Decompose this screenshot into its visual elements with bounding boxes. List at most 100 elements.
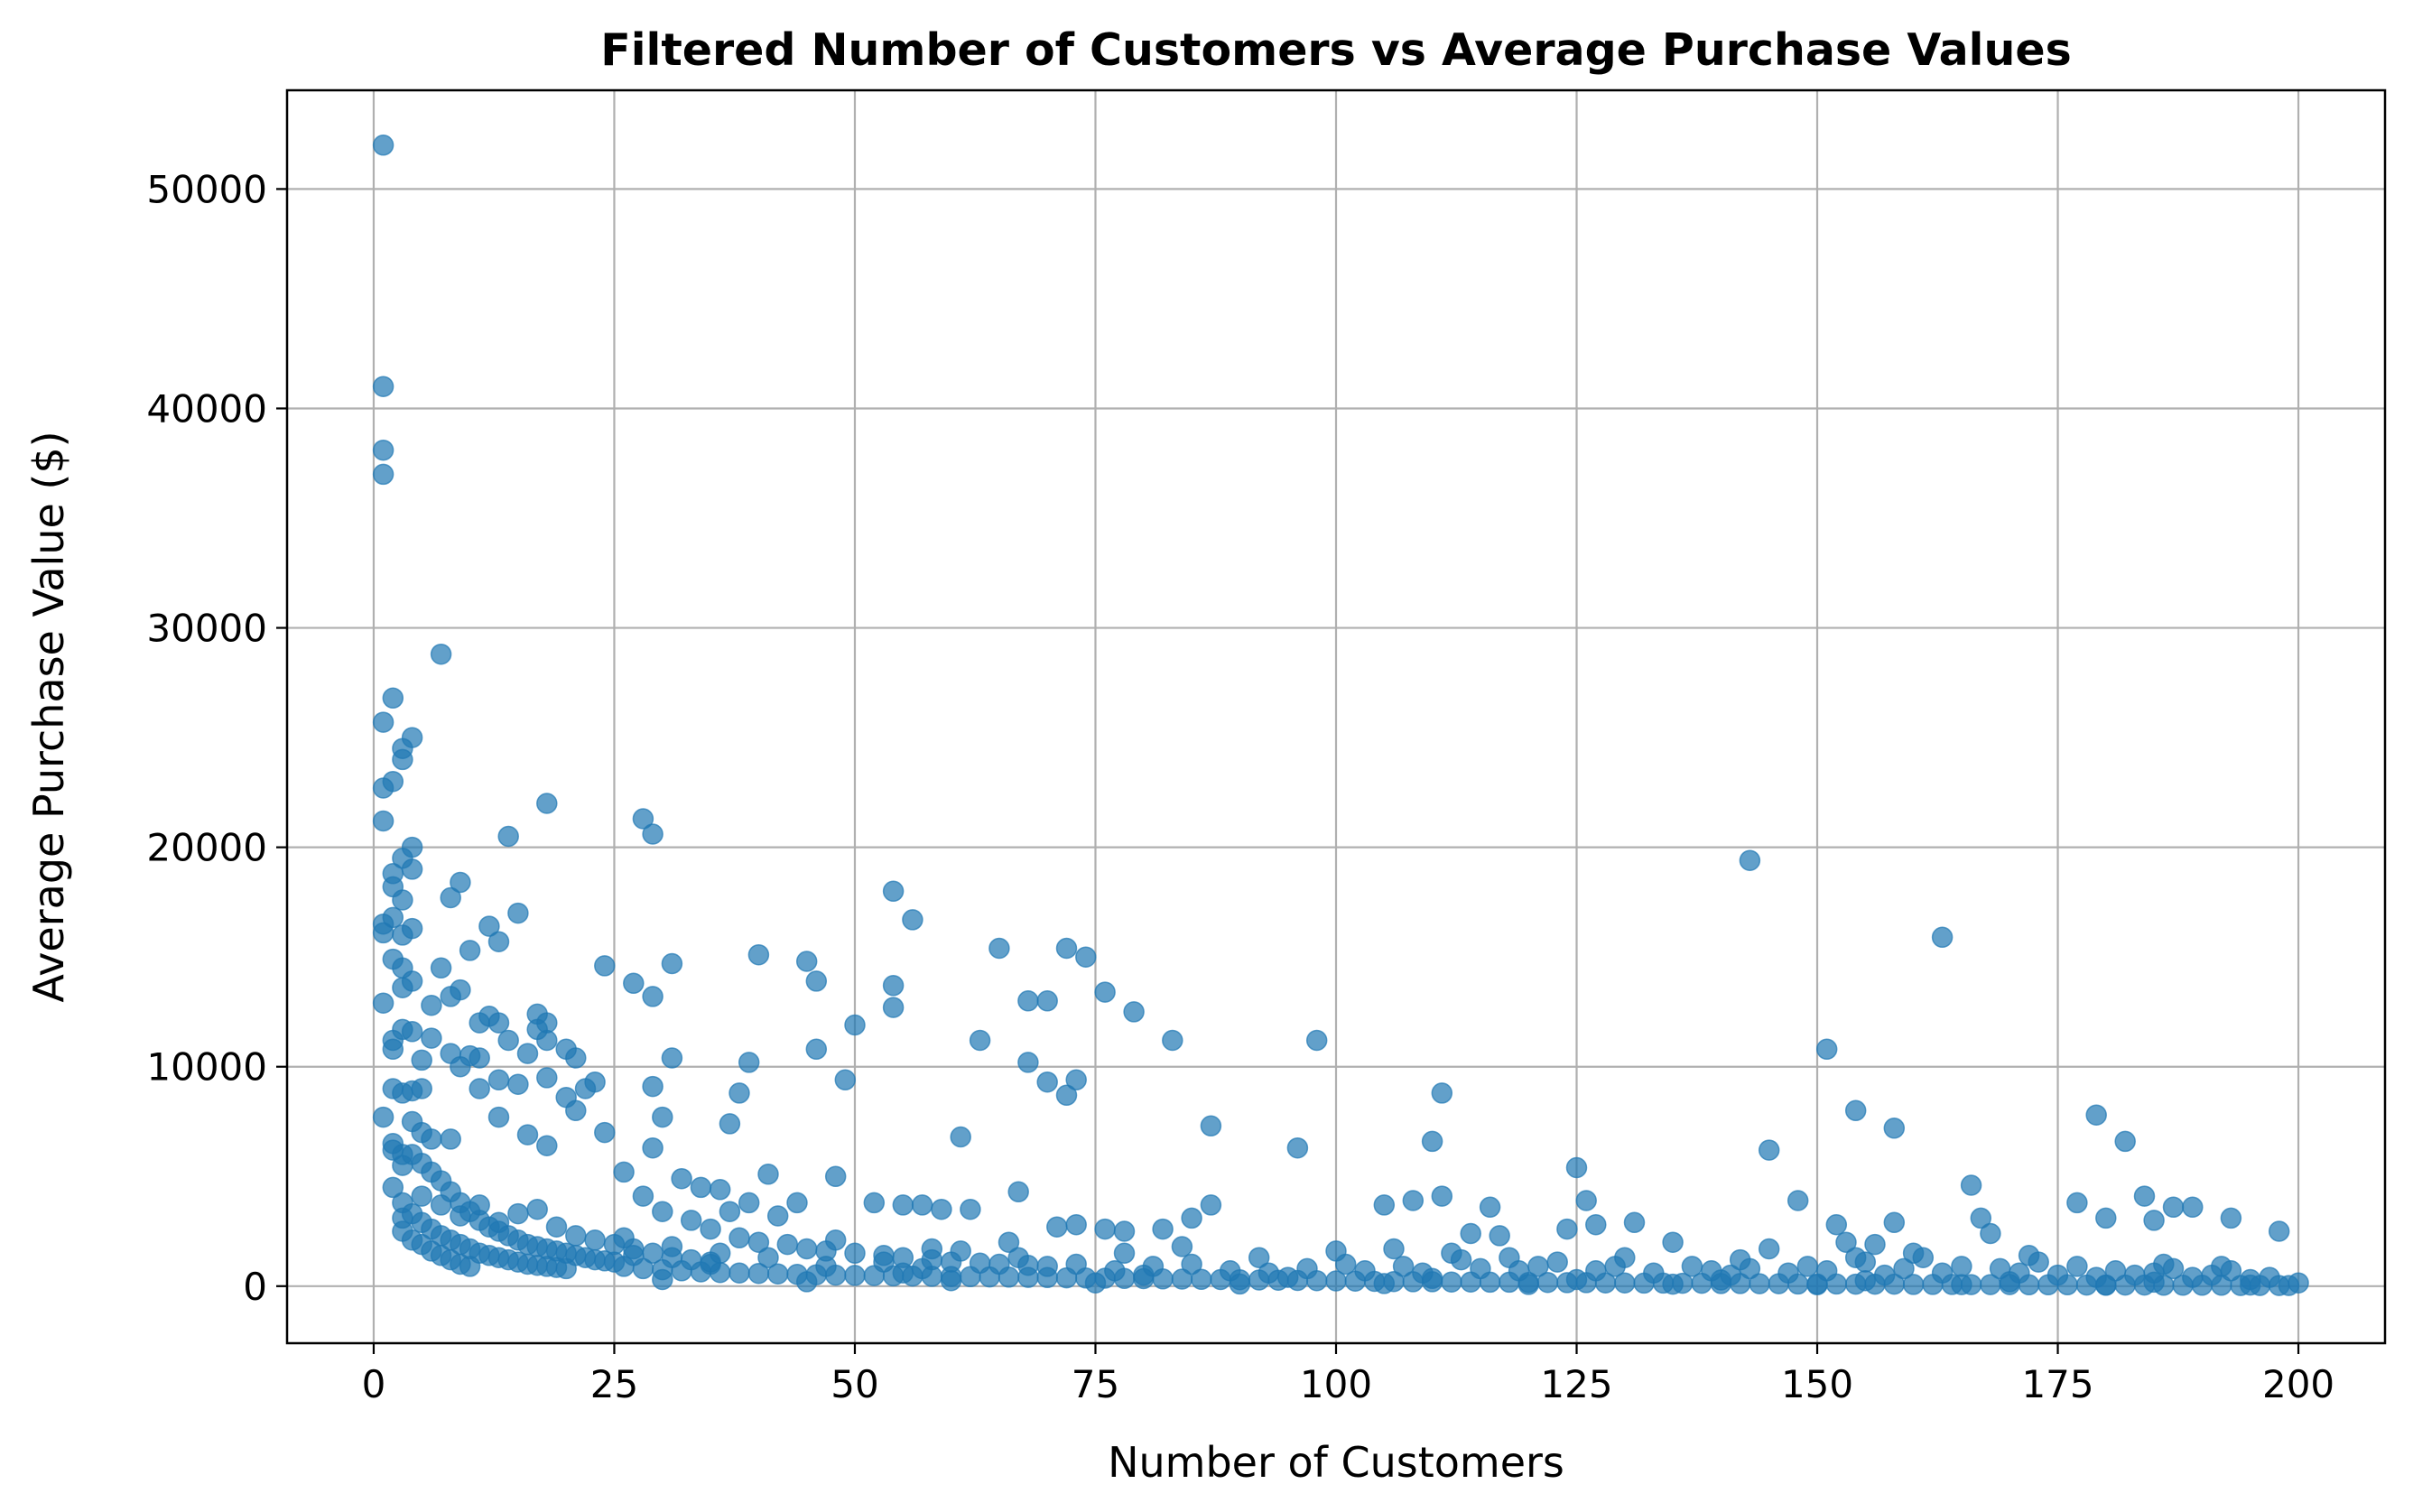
data-point: [2124, 1264, 2146, 1286]
data-point: [709, 1179, 731, 1201]
data-point: [440, 886, 461, 909]
data-point: [536, 1135, 558, 1156]
data-point: [1931, 1262, 1954, 1284]
data-point: [507, 902, 529, 924]
data-point: [1835, 1231, 1857, 1253]
data-point: [738, 1192, 760, 1214]
data-point: [902, 909, 923, 931]
data-point: [729, 1227, 750, 1249]
x-axis-ticks: 0 25 50 75 100 125 150 175 200: [362, 1343, 2334, 1406]
data-point: [459, 940, 481, 961]
data-point: [1873, 1264, 1896, 1286]
data-point: [960, 1266, 981, 1288]
data-point: [372, 810, 394, 832]
data-point: [1373, 1194, 1396, 1216]
data-point: [729, 1082, 750, 1104]
data-point: [421, 1128, 442, 1150]
data-point: [536, 1067, 558, 1089]
data-point: [584, 1071, 606, 1093]
data-point: [1392, 1256, 1415, 1277]
data-point: [487, 1106, 510, 1128]
data-point: [2095, 1207, 2117, 1229]
data-point: [1421, 1267, 1443, 1290]
y-axis-ticks: 0 10000 20000 30000 40000 50000: [146, 167, 287, 1309]
x-tick-label: 0: [362, 1362, 386, 1406]
data-point: [372, 376, 394, 397]
data-point: [1710, 1269, 1732, 1291]
data-point: [392, 889, 413, 911]
data-point: [526, 1198, 548, 1220]
y-axis-label: Average Purchase Value ($): [24, 431, 73, 1002]
data-point: [1758, 1238, 1780, 1260]
data-point: [430, 957, 452, 979]
data-point: [661, 1047, 683, 1069]
data-point: [469, 1078, 490, 1099]
data-point: [776, 1233, 799, 1256]
data-point: [1171, 1236, 1193, 1257]
data-point: [863, 1192, 886, 1214]
data-point: [1883, 1211, 1906, 1234]
data-point: [1883, 1118, 1906, 1139]
data-point: [892, 1194, 914, 1216]
data-point: [747, 1231, 770, 1253]
data-point: [536, 1029, 558, 1052]
x-tick-label: 175: [2021, 1362, 2093, 1406]
data-point: [1565, 1156, 1588, 1179]
data-point: [824, 1229, 847, 1251]
data-point: [1354, 1260, 1376, 1282]
data-point: [844, 1265, 866, 1286]
data-point: [738, 1052, 760, 1073]
data-point: [2114, 1130, 2136, 1153]
data-point: [911, 1257, 933, 1280]
data-point: [516, 1124, 539, 1146]
data-point: [1055, 1084, 1078, 1107]
data-point: [487, 1069, 510, 1091]
data-point: [680, 1210, 702, 1231]
data-point: [1229, 1273, 1251, 1295]
data-point: [805, 970, 828, 992]
data-point: [757, 1164, 779, 1185]
data-point: [1181, 1207, 1202, 1229]
data-point: [1007, 1181, 1029, 1203]
data-point: [1065, 1069, 1087, 1091]
y-tick-label: 30000: [146, 607, 267, 651]
data-point: [1181, 1253, 1202, 1275]
data-point: [469, 1047, 490, 1069]
data-point: [1556, 1218, 1578, 1240]
chart-title: Filtered Number of Customers vs Average …: [600, 24, 2071, 76]
data-point: [382, 1176, 404, 1199]
y-tick-label: 40000: [146, 386, 267, 431]
data-point: [1084, 1272, 1107, 1294]
data-point: [805, 1038, 828, 1061]
data-point: [1007, 1247, 1029, 1268]
data-point: [661, 952, 683, 975]
data-point: [1094, 1218, 1116, 1240]
data-point: [766, 1205, 789, 1227]
x-tick-label: 25: [590, 1362, 638, 1406]
data-point: [594, 955, 616, 977]
data-point: [979, 1266, 1000, 1288]
data-point: [1046, 1216, 1068, 1238]
data-point: [1729, 1248, 1751, 1271]
data-point: [1527, 1256, 1549, 1277]
data-point: [642, 986, 664, 1007]
data-point: [690, 1176, 712, 1199]
data-point: [2085, 1104, 2107, 1126]
data-point: [1854, 1269, 1877, 1292]
data-point: [372, 439, 394, 461]
data-point: [1999, 1271, 2020, 1293]
data-point: [1065, 1253, 1087, 1275]
data-point: [507, 1073, 529, 1095]
data-point: [1104, 1260, 1126, 1282]
data-point: [1113, 1242, 1136, 1265]
data-point: [1623, 1211, 1646, 1234]
data-point: [1662, 1231, 1684, 1253]
data-point: [565, 1225, 587, 1247]
data-point: [652, 1106, 673, 1128]
data-point: [469, 1194, 490, 1216]
data-point: [372, 1106, 394, 1128]
data-point: [487, 931, 510, 952]
data-point: [450, 871, 471, 894]
data-point: [372, 922, 394, 944]
